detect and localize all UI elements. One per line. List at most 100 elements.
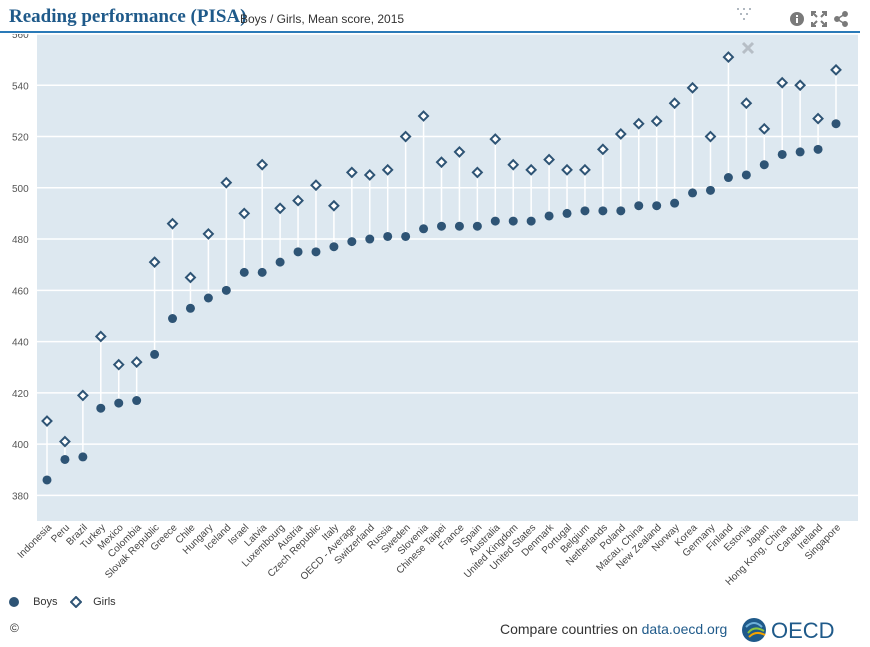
boys-point[interactable] xyxy=(185,303,195,313)
boys-point[interactable] xyxy=(688,188,698,198)
boys-point[interactable] xyxy=(544,211,554,221)
boys-point[interactable] xyxy=(221,285,231,295)
girls-point[interactable] xyxy=(543,153,556,166)
close-highlight-icon[interactable] xyxy=(741,41,755,55)
legend-item-boys[interactable]: Boys xyxy=(8,596,58,608)
boys-point[interactable] xyxy=(401,231,411,241)
girls-point[interactable] xyxy=(525,163,538,176)
boys-point[interactable] xyxy=(365,234,375,244)
boys-point[interactable] xyxy=(813,144,823,154)
boys-point[interactable] xyxy=(526,216,536,226)
boys-point[interactable] xyxy=(329,242,339,252)
boys-point[interactable] xyxy=(562,208,572,218)
boys-point[interactable] xyxy=(78,452,88,462)
girls-point[interactable] xyxy=(453,145,466,158)
girls-point[interactable] xyxy=(489,133,502,146)
girls-point[interactable] xyxy=(130,356,143,368)
info-icon[interactable] xyxy=(789,11,805,27)
boys-point[interactable] xyxy=(150,349,160,359)
girls-point[interactable] xyxy=(507,158,520,171)
girls-point[interactable] xyxy=(561,163,573,176)
expand-icon[interactable] xyxy=(811,11,827,27)
girls-point[interactable] xyxy=(363,169,376,181)
boys-point[interactable] xyxy=(741,170,751,180)
data-oecd-link[interactable]: data.oecd.org xyxy=(641,621,728,637)
girls-point[interactable] xyxy=(650,115,663,128)
girls-point[interactable] xyxy=(41,415,53,427)
boys-point[interactable] xyxy=(454,221,464,231)
girls-point[interactable] xyxy=(668,97,681,110)
oecd-logo[interactable]: OECD xyxy=(741,615,851,645)
boys-point[interactable] xyxy=(831,119,841,129)
boys-point[interactable] xyxy=(419,224,429,234)
boys-point[interactable] xyxy=(472,221,482,231)
boys-point[interactable] xyxy=(239,267,249,277)
share-icon[interactable] xyxy=(833,11,849,27)
boys-point[interactable] xyxy=(257,267,267,277)
boys-point[interactable] xyxy=(168,314,178,324)
girls-point[interactable] xyxy=(596,143,609,156)
girls-point[interactable] xyxy=(76,389,89,402)
boys-point[interactable] xyxy=(598,206,608,216)
boys-point[interactable] xyxy=(96,403,106,413)
boys-point[interactable] xyxy=(275,257,285,267)
girls-point[interactable] xyxy=(435,156,448,169)
boys-point[interactable] xyxy=(634,201,644,211)
girls-point[interactable] xyxy=(632,117,645,130)
girls-point[interactable] xyxy=(112,358,125,371)
boys-point[interactable] xyxy=(60,454,70,464)
girls-point[interactable] xyxy=(722,51,735,63)
girls-point[interactable] xyxy=(202,228,215,240)
legend-item-girls[interactable]: Girls xyxy=(69,595,116,609)
girls-point[interactable] xyxy=(399,130,412,143)
boys-point[interactable] xyxy=(42,475,52,485)
girls-point[interactable] xyxy=(327,199,340,212)
boys-point[interactable] xyxy=(795,147,805,157)
boys-point[interactable] xyxy=(652,201,662,211)
boys-point[interactable] xyxy=(114,398,124,408)
girls-point[interactable] xyxy=(614,128,627,140)
girls-point[interactable] xyxy=(184,271,197,284)
girls-point[interactable] xyxy=(381,163,394,176)
girls-point[interactable] xyxy=(148,256,161,269)
girls-point[interactable] xyxy=(830,63,842,76)
boys-point[interactable] xyxy=(508,216,518,226)
girls-point[interactable] xyxy=(812,112,824,125)
boys-point[interactable] xyxy=(670,198,680,208)
boys-point[interactable] xyxy=(437,221,446,231)
girls-point[interactable] xyxy=(345,166,358,179)
girls-point[interactable] xyxy=(686,81,699,94)
girls-point[interactable] xyxy=(704,130,717,143)
girls-point[interactable] xyxy=(310,179,322,192)
boys-point[interactable] xyxy=(490,216,500,226)
boys-point[interactable] xyxy=(616,206,626,216)
boys-point[interactable] xyxy=(580,206,590,216)
girls-point[interactable] xyxy=(758,122,771,135)
boys-point[interactable] xyxy=(293,247,303,257)
girls-point[interactable] xyxy=(59,435,71,448)
girls-point[interactable] xyxy=(220,176,233,189)
drag-handle-icon[interactable] xyxy=(736,7,752,23)
girls-point[interactable] xyxy=(238,207,251,220)
boys-point[interactable] xyxy=(777,149,787,159)
boys-point[interactable] xyxy=(759,160,769,170)
girls-point[interactable] xyxy=(292,194,304,207)
girls-point[interactable] xyxy=(794,79,807,92)
girls-point[interactable] xyxy=(94,330,107,343)
boys-point[interactable] xyxy=(705,185,715,195)
boys-point[interactable] xyxy=(723,173,733,183)
boys-point[interactable] xyxy=(203,293,213,303)
boys-point[interactable] xyxy=(132,396,142,406)
girls-point[interactable] xyxy=(740,97,753,110)
girls-point[interactable] xyxy=(579,163,591,176)
girls-point[interactable] xyxy=(471,166,484,179)
girls-point[interactable] xyxy=(166,217,179,230)
boys-point[interactable] xyxy=(383,231,393,241)
boys-point[interactable] xyxy=(311,247,321,257)
girls-point[interactable] xyxy=(274,202,287,215)
girls-point[interactable] xyxy=(417,110,430,122)
girls-point[interactable] xyxy=(256,158,269,171)
boys-point[interactable] xyxy=(347,237,357,247)
y-axis-ticks: 380 400 420 440 460 480 500 520 540 560 xyxy=(12,34,29,502)
girls-point[interactable] xyxy=(776,76,789,89)
